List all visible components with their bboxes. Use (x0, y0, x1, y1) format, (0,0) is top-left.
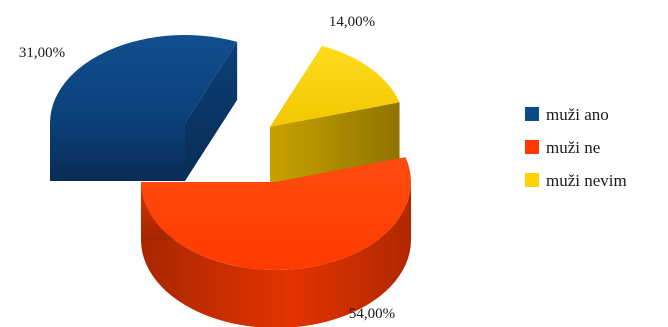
legend-label: muži nevim (546, 171, 627, 190)
pie-slice-side (141, 182, 411, 327)
legend-label: muži ano (546, 105, 609, 124)
data-label: 31,00% (19, 45, 65, 61)
data-label: 54,00% (349, 306, 395, 322)
pie-slice-top (50, 35, 238, 123)
pie-slice-top (270, 45, 400, 127)
legend-item: muži ne (525, 138, 600, 157)
data-label: 14,00% (329, 14, 375, 30)
legend-swatch (525, 140, 539, 154)
pie-slice-face (270, 102, 400, 185)
pie-slice-top (141, 157, 411, 270)
legend-label: muži ne (546, 138, 600, 157)
legend-swatch (525, 173, 539, 187)
pie-slice-2 (270, 45, 400, 185)
pie-slice-1 (141, 157, 411, 327)
pie-slice-0 (50, 35, 238, 181)
pie-slice-face (50, 123, 185, 181)
legend-swatch (525, 107, 539, 121)
legend-item: muži ano (525, 105, 609, 124)
pie-slice-face (185, 41, 238, 181)
legend-item: muži nevim (525, 171, 627, 190)
